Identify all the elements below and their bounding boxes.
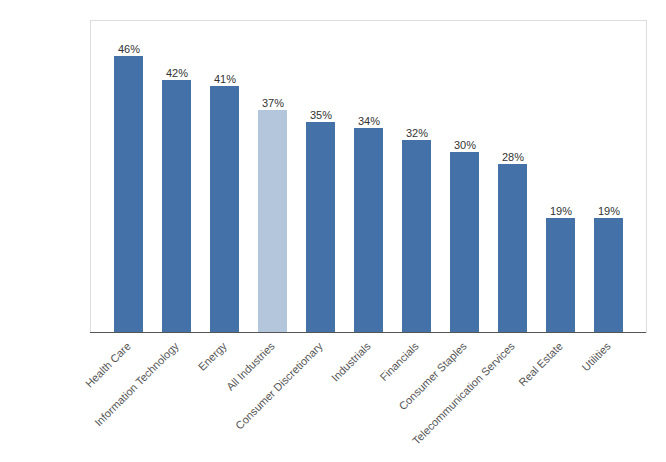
svg-text:Real Estate: Real Estate — [516, 340, 565, 389]
svg-text:Financials: Financials — [377, 339, 421, 383]
svg-text:19%: 19% — [550, 205, 572, 217]
svg-text:41%: 41% — [214, 73, 236, 85]
svg-text:Health Care: Health Care — [83, 340, 133, 390]
svg-text:30%: 30% — [454, 139, 476, 151]
svg-text:19%: 19% — [598, 205, 620, 217]
svg-text:Energy: Energy — [196, 339, 229, 372]
svg-text:35%: 35% — [310, 109, 332, 121]
svg-text:37%: 37% — [262, 97, 284, 109]
svg-text:32%: 32% — [406, 127, 428, 139]
svg-text:Utilities: Utilities — [579, 339, 613, 373]
svg-text:46%: 46% — [118, 43, 140, 55]
svg-text:Telecommunication Services: Telecommunication Services — [410, 339, 517, 446]
svg-text:28%: 28% — [502, 151, 524, 163]
svg-text:42%: 42% — [166, 67, 188, 79]
svg-text:Consumer Staples: Consumer Staples — [396, 339, 469, 413]
svg-text:34%: 34% — [358, 115, 380, 127]
svg-text:Industrials: Industrials — [329, 339, 373, 383]
svg-text:Consumer Discretionary: Consumer Discretionary — [233, 339, 325, 431]
svg-text:All Industries: All Industries — [224, 339, 277, 392]
svg-text:Information Technology: Information Technology — [92, 339, 181, 428]
